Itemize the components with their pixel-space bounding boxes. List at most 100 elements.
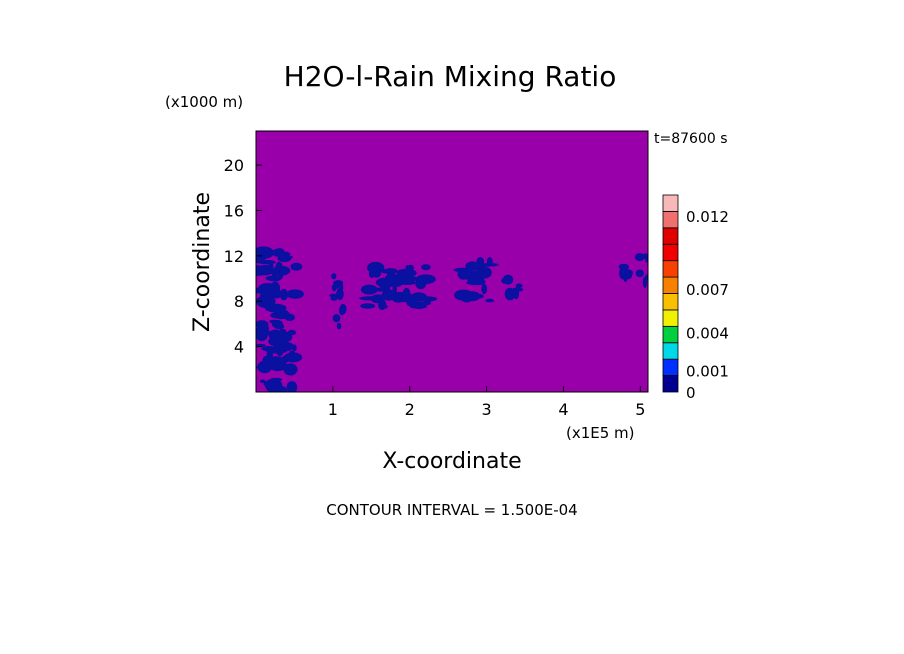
rain-patch-1 [256,295,276,308]
chart-title: H2O-l-Rain Mixing Ratio [284,60,617,93]
x-tick-label-1: 2 [405,400,415,419]
colorbar [662,194,679,393]
rain-patch-3 [378,299,387,310]
rain-patch-1 [264,356,287,368]
y-tick-label-0: 4 [234,338,244,357]
rain-patch-4 [465,261,480,271]
rain-patch-1 [259,379,266,384]
rain-patch-5 [502,274,514,285]
rain-patch-3 [380,268,397,274]
rain-patch-2 [331,273,337,280]
rain-patch-2 [336,288,344,300]
y-tick-label-1: 8 [234,292,244,311]
rain-patch-3 [422,300,432,306]
rain-patch-0 [274,266,279,277]
x-axis-ticks: 1 2 3 4 5 [328,386,645,419]
rain-patch-3 [380,284,386,289]
y-axis-unit: (x1000 m) [165,93,243,111]
x-tick-label-0: 1 [328,400,338,419]
rain-patch-1 [264,330,275,336]
colorbar-segment-1 [662,358,679,376]
colorbar-label-2: 0.004 [686,325,729,343]
colorbar-segment-3 [662,325,679,344]
rain-patch-2 [332,314,341,323]
y-axis-ticks: 4 8 12 16 20 [224,156,262,357]
colorbar-segment-4 [662,309,679,327]
rain-patch-1 [286,381,298,392]
rain-patch-4 [469,295,477,301]
rain-patch-4 [480,263,499,267]
rain-patch-2 [339,283,344,292]
rain-patch-1 [277,328,288,342]
rain-patch-4 [466,272,485,284]
x-tick-label-2: 3 [481,400,491,419]
rain-patch-3 [396,268,417,278]
rain-patch-0 [278,266,284,280]
colorbar-segment-8 [662,243,679,262]
x-tick-label-3: 4 [558,400,568,419]
colorbar-segment-11 [662,194,679,212]
colorbar-label-4: 0.012 [686,208,729,226]
rain-patch-3 [421,264,431,271]
rain-patch-2 [336,322,342,330]
rain-patch-0 [265,275,282,282]
x-tick-label-4: 5 [635,400,645,419]
rain-patch-1 [292,344,297,352]
rain-patch-7 [635,269,644,278]
rain-patch-0 [285,255,293,259]
rain-patch-1 [269,319,280,324]
rain-patch-0 [290,262,303,271]
x-axis-unit: (x1E5 m) [566,424,635,442]
rain-patch-0 [256,265,263,272]
y-tick-label-4: 20 [224,156,244,175]
colorbar-label-0: 0 [686,384,696,402]
y-tick-label-3: 16 [224,201,244,220]
rain-patch-2 [339,305,345,316]
rain-patch-3 [381,289,396,301]
rain-patch-4 [475,294,484,299]
rain-patch-1 [256,320,269,329]
rain-patch-3 [359,296,381,301]
rain-patch-1 [276,349,283,357]
contour-interval-note: CONTOUR INTERVAL = 1.500E-04 [326,501,577,519]
rain-patch-2 [335,281,340,289]
rain-patch-0 [276,252,288,257]
rain-patch-7 [645,259,648,263]
rain-patch-0 [260,250,266,254]
rain-patch-1 [286,336,292,342]
rain-patch-0 [256,287,272,294]
rain-patch-5 [504,287,516,301]
rain-patch-3 [390,282,402,287]
colorbar-segment-7 [662,260,679,278]
rain-patch-0 [286,289,304,299]
rain-patch-4 [481,283,488,295]
plot-frame [255,130,649,393]
y-axis-label: Z-coordinate [190,192,215,332]
rain-patch-3 [385,274,394,280]
rain-patch-4 [457,267,470,280]
rain-patch-1 [283,363,298,376]
colorbar-label-3: 0.007 [686,281,729,299]
colorbar-segment-2 [662,342,679,360]
rain-patch-2 [329,293,339,298]
rain-patch-1 [273,309,290,320]
rain-patch-6 [619,266,627,280]
rain-patch-1 [256,327,268,332]
rain-patch-1 [282,355,297,359]
rain-patch-3 [360,284,378,295]
rain-patch-4 [485,298,495,303]
colorbar-label-1: 0.001 [686,362,729,380]
rain-contour-layer [256,246,648,392]
rain-patch-3 [360,303,376,309]
rain-patch-2 [331,284,337,292]
rain-patch-1 [270,377,283,382]
rain-patch-1 [264,378,283,392]
x-axis-label: X-coordinate [382,449,521,474]
colorbar-segment-5 [662,293,679,311]
rain-patch-0 [256,253,266,263]
rain-patch-3 [392,291,413,303]
colorbar-segment-9 [662,227,679,245]
time-label: t=87600 s [654,131,728,147]
rain-patch-4 [461,295,472,303]
